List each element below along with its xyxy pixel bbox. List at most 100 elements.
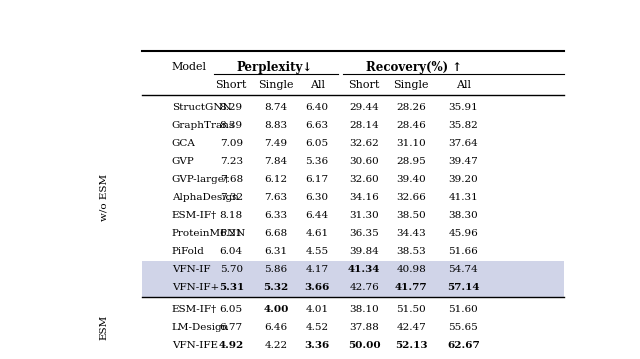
Text: 55.65: 55.65 (449, 323, 478, 332)
Text: 62.67: 62.67 (447, 341, 480, 350)
Text: 7.49: 7.49 (264, 139, 287, 148)
Text: StructGNN: StructGNN (172, 103, 232, 112)
Text: ESM: ESM (99, 315, 108, 340)
Text: LM-Design: LM-Design (172, 323, 229, 332)
Text: 3.66: 3.66 (305, 283, 330, 292)
Text: 34.16: 34.16 (349, 193, 379, 202)
Text: 4.92: 4.92 (219, 341, 244, 350)
Text: 7.68: 7.68 (220, 175, 243, 184)
Text: Perplexity↓: Perplexity↓ (236, 61, 312, 74)
Text: 6.17: 6.17 (305, 175, 329, 184)
Text: 5.32: 5.32 (263, 283, 289, 292)
Text: PiFold: PiFold (172, 247, 205, 256)
Text: 6.33: 6.33 (264, 211, 287, 220)
Text: 5.86: 5.86 (264, 265, 287, 274)
Text: 5.36: 5.36 (305, 157, 329, 166)
Text: VFN-IFE: VFN-IFE (172, 341, 218, 350)
Text: 42.47: 42.47 (396, 323, 426, 332)
Text: 8.74: 8.74 (264, 103, 287, 112)
Text: Recovery(%) ↑: Recovery(%) ↑ (365, 61, 462, 74)
Text: 7.23: 7.23 (220, 157, 243, 166)
Text: 6.21: 6.21 (220, 229, 243, 238)
Text: 8.83: 8.83 (264, 121, 287, 130)
Text: 5.70: 5.70 (220, 265, 243, 274)
Text: 29.44: 29.44 (349, 103, 379, 112)
Text: 4.01: 4.01 (305, 305, 329, 314)
Text: 28.95: 28.95 (396, 157, 426, 166)
Text: 8.39: 8.39 (220, 121, 243, 130)
Text: GVP-large†: GVP-large† (172, 175, 230, 184)
Text: 6.05: 6.05 (220, 305, 243, 314)
Text: 41.34: 41.34 (348, 265, 380, 274)
Text: 28.26: 28.26 (396, 103, 426, 112)
Text: 4.55: 4.55 (305, 247, 329, 256)
Bar (142, 261, 564, 279)
Text: 6.30: 6.30 (305, 193, 329, 202)
Text: 37.64: 37.64 (449, 139, 478, 148)
Text: Short: Short (349, 80, 380, 90)
Text: 4.52: 4.52 (305, 323, 329, 332)
Text: w/o ESM: w/o ESM (99, 174, 108, 221)
Text: 38.53: 38.53 (396, 247, 426, 256)
Text: 39.84: 39.84 (349, 247, 379, 256)
Text: 37.88: 37.88 (349, 323, 379, 332)
Text: 41.31: 41.31 (449, 193, 478, 202)
Text: 32.62: 32.62 (349, 139, 379, 148)
Text: All: All (310, 80, 324, 90)
Text: 35.82: 35.82 (449, 121, 478, 130)
Text: 6.77: 6.77 (220, 323, 243, 332)
Text: 6.63: 6.63 (305, 121, 329, 130)
Text: 7.63: 7.63 (264, 193, 287, 202)
Text: 38.50: 38.50 (396, 211, 426, 220)
Text: 6.04: 6.04 (220, 247, 243, 256)
Text: 6.05: 6.05 (305, 139, 329, 148)
Text: 54.74: 54.74 (449, 265, 478, 274)
Text: 6.31: 6.31 (264, 247, 287, 256)
Text: 7.84: 7.84 (264, 157, 287, 166)
Text: 39.40: 39.40 (396, 175, 426, 184)
Text: 5.31: 5.31 (219, 283, 244, 292)
Text: 50.00: 50.00 (348, 341, 381, 350)
Text: Single: Single (258, 80, 294, 90)
Text: 6.40: 6.40 (305, 103, 329, 112)
Text: GCA: GCA (172, 139, 196, 148)
Text: 6.68: 6.68 (264, 229, 287, 238)
Text: 40.98: 40.98 (396, 265, 426, 274)
Text: Single: Single (394, 80, 429, 90)
Text: 51.60: 51.60 (449, 305, 478, 314)
Text: 38.10: 38.10 (349, 305, 379, 314)
Text: 51.66: 51.66 (449, 247, 478, 256)
Text: 7.09: 7.09 (220, 139, 243, 148)
Text: 28.14: 28.14 (349, 121, 379, 130)
Text: AlphaDesign: AlphaDesign (172, 193, 239, 202)
Text: 34.43: 34.43 (396, 229, 426, 238)
Text: ESM-IF†: ESM-IF† (172, 211, 217, 220)
Text: 51.50: 51.50 (396, 305, 426, 314)
Text: 30.60: 30.60 (349, 157, 379, 166)
Text: VFN-IF+: VFN-IF+ (172, 283, 219, 292)
Text: 31.10: 31.10 (396, 139, 426, 148)
Text: 6.12: 6.12 (264, 175, 287, 184)
Text: 35.91: 35.91 (449, 103, 478, 112)
Text: 36.35: 36.35 (349, 229, 379, 238)
Text: 4.61: 4.61 (305, 229, 329, 238)
Text: 28.46: 28.46 (396, 121, 426, 130)
Text: 3.36: 3.36 (305, 341, 330, 350)
Text: 45.96: 45.96 (449, 229, 478, 238)
Text: Model: Model (172, 62, 207, 73)
Text: 4.00: 4.00 (263, 305, 289, 314)
Text: ESM-IF†: ESM-IF† (172, 305, 217, 314)
Bar (142, 279, 564, 297)
Text: All: All (456, 80, 471, 90)
Text: 39.20: 39.20 (449, 175, 478, 184)
Text: ProteinMPNN: ProteinMPNN (172, 229, 246, 238)
Text: 8.29: 8.29 (220, 103, 243, 112)
Text: 31.30: 31.30 (349, 211, 379, 220)
Text: 52.13: 52.13 (395, 341, 428, 350)
Text: 4.22: 4.22 (264, 341, 287, 350)
Text: GraphTrans: GraphTrans (172, 121, 235, 130)
Text: Short: Short (216, 80, 247, 90)
Text: 42.76: 42.76 (349, 283, 379, 292)
Text: 6.46: 6.46 (264, 323, 287, 332)
Text: 57.14: 57.14 (447, 283, 479, 292)
